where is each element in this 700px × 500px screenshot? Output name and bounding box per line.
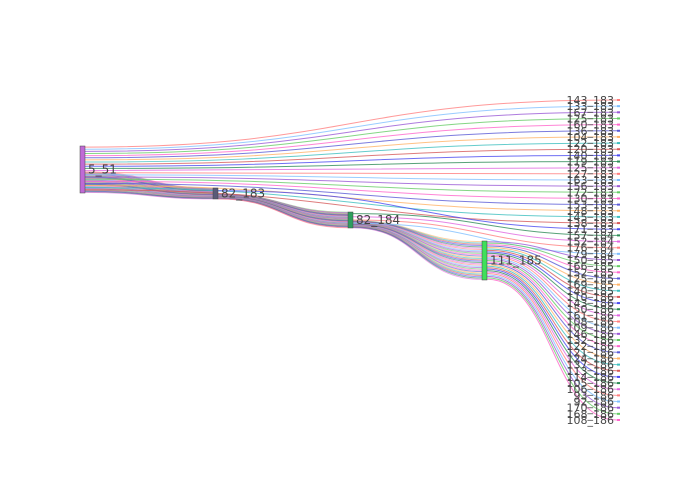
leaf-node [617,191,620,193]
leaf-node [617,197,620,199]
leaf-node [617,117,620,119]
leaf-node [617,130,620,132]
leaf-node [617,308,620,310]
leaf-node [617,111,620,113]
leaf-node [617,351,620,353]
leaf-node [617,327,620,329]
leaf-node [617,259,620,261]
leaf-node [617,321,620,323]
node-82_183 [213,188,218,199]
leaf-link [85,125,617,156]
leaf-node [617,394,620,396]
leaf-node [617,388,620,390]
leaf-node [617,185,620,187]
leaf-link [85,131,617,158]
leaf-node [617,277,620,279]
leaf-node [617,370,620,372]
leaf-node [617,345,620,347]
leaf-node [617,241,620,243]
leaf-node [617,154,620,156]
leaf-node [617,210,620,212]
leaf-node [617,357,620,359]
node-label-82_184: 82_184 [356,213,400,227]
node-label-111_185: 111_185 [490,254,542,268]
leaf-node [617,142,620,144]
leaf-node [617,413,620,415]
leaf-node [617,228,620,230]
leaf-node [617,204,620,206]
leaf-node [617,407,620,409]
leaf-node [617,167,620,169]
leaf-node [617,247,620,249]
node-82_184 [348,212,353,228]
leaf-node [617,124,620,126]
node-5_51 [80,146,85,193]
leaf-node [617,253,620,255]
leaf-node [617,136,620,138]
node-111_185 [482,241,487,280]
leaf-node [617,265,620,267]
leaf-node [617,99,620,101]
leaf-node [617,419,620,421]
leaves-layer: 143_183133_183167_183125_183160_183136_1… [567,94,621,427]
leaf-node [617,401,620,403]
leaf-node [617,234,620,236]
leaf-node [617,296,620,298]
leaf-node [617,161,620,163]
leaf-node [617,290,620,292]
leaf-node [617,314,620,316]
leaf-node [617,382,620,384]
leaf-node [617,173,620,175]
leaf-link [85,106,617,149]
leaf-node [617,216,620,218]
leaf-node [617,148,620,150]
leaf-node [617,179,620,181]
node-label-5_51: 5_51 [88,163,117,177]
leaf-node [617,271,620,273]
leaf-node [617,302,620,304]
leaf-node [617,284,620,286]
leaf-node [617,333,620,335]
node-label-82_183: 82_183 [221,187,265,201]
leaf-node [617,339,620,341]
leaf-node [617,364,620,366]
leaf-label: 108_186 [567,414,615,427]
leaf-node [617,376,620,378]
leaf-node [617,222,620,224]
leaf-node [617,105,620,107]
leaf-link [85,173,617,174]
leaf-link [85,162,617,169]
